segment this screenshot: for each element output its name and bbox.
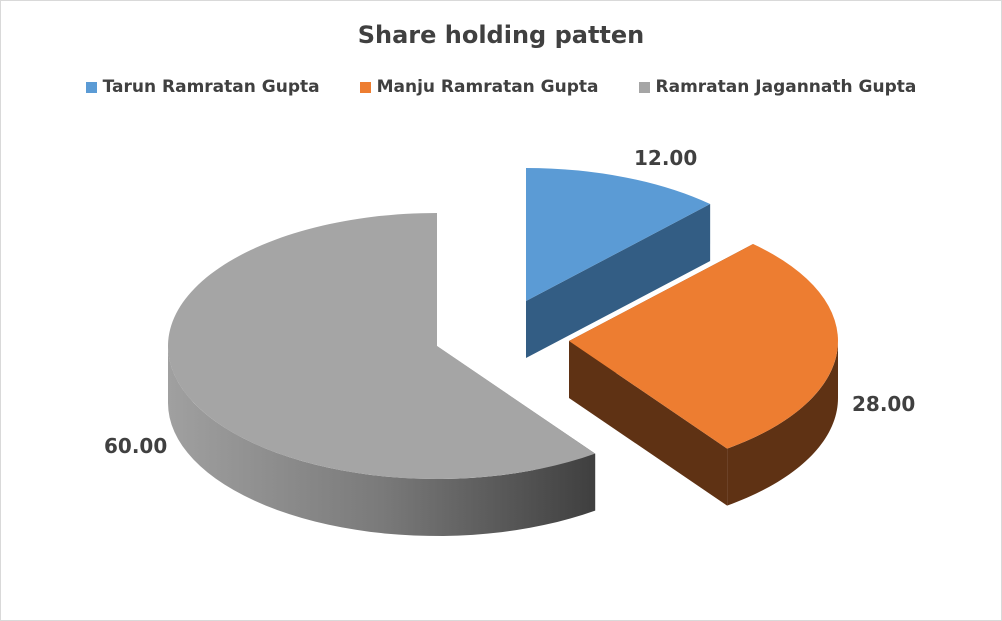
pie-slice-1 <box>526 168 711 301</box>
legend-swatch <box>638 81 650 93</box>
data-label: 12.00 <box>634 146 697 170</box>
chart-title: Share holding patten <box>357 21 645 49</box>
legend-label: Ramratan Jagannath Gupta <box>655 77 917 97</box>
slice-side <box>168 346 596 536</box>
legend: Tarun Ramratan Gupta Manju Ramratan Gupt… <box>1 77 1001 97</box>
slice-side <box>727 341 838 506</box>
pie-slice-2 <box>569 244 838 449</box>
slice-wall <box>526 204 711 358</box>
data-label: 28.00 <box>852 392 915 416</box>
legend-item: Tarun Ramratan Gupta <box>85 77 320 97</box>
slice-wall <box>569 341 728 506</box>
legend-item: Manju Ramratan Gupta <box>359 77 599 97</box>
legend-label: Tarun Ramratan Gupta <box>102 77 320 97</box>
data-label: 60.00 <box>104 434 167 458</box>
legend-swatch <box>85 81 97 93</box>
pie-slice-3 <box>168 213 596 479</box>
legend-swatch <box>359 81 371 93</box>
legend-item: Ramratan Jagannath Gupta <box>638 77 917 97</box>
legend-label: Manju Ramratan Gupta <box>376 77 599 97</box>
